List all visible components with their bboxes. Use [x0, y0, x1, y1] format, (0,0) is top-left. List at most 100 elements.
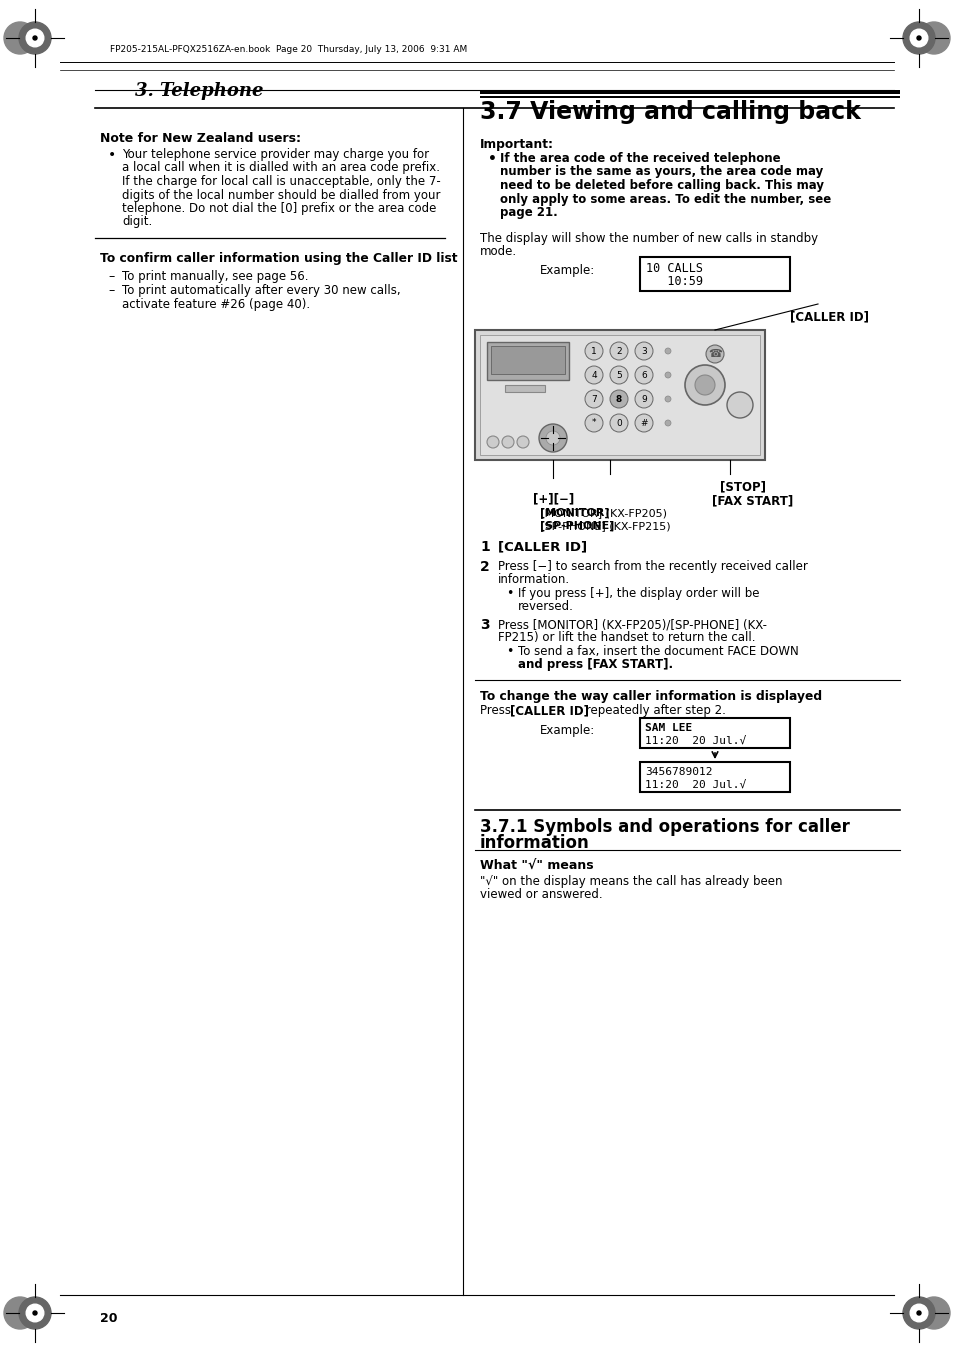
- Text: •: •: [505, 644, 513, 658]
- Circle shape: [705, 345, 723, 363]
- Circle shape: [584, 390, 602, 408]
- Circle shape: [664, 420, 670, 426]
- Text: 11:20  20 Jul.√: 11:20 20 Jul.√: [644, 780, 745, 790]
- Bar: [491, 346, 564, 374]
- Circle shape: [916, 1310, 920, 1315]
- Text: 1: 1: [479, 540, 489, 554]
- Text: 11:20  20 Jul.√: 11:20 20 Jul.√: [644, 736, 745, 746]
- Text: FP215) or lift the handset to return the call.: FP215) or lift the handset to return the…: [497, 631, 755, 644]
- Text: 3456789012: 3456789012: [644, 767, 712, 777]
- Text: number is the same as yours, the area code may: number is the same as yours, the area co…: [499, 166, 822, 178]
- Text: Example:: Example:: [539, 263, 595, 277]
- Circle shape: [517, 436, 529, 449]
- Circle shape: [635, 342, 652, 359]
- Circle shape: [19, 22, 51, 54]
- Bar: [475, 330, 764, 459]
- Text: [CALLER ID]: [CALLER ID]: [789, 309, 868, 323]
- Bar: [639, 762, 789, 792]
- Text: If the area code of the received telephone: If the area code of the received telepho…: [499, 153, 780, 165]
- Text: 2: 2: [479, 561, 489, 574]
- Circle shape: [609, 390, 627, 408]
- Circle shape: [664, 349, 670, 354]
- Text: mode.: mode.: [479, 245, 517, 258]
- Bar: [479, 91, 899, 95]
- Text: 3.7.1 Symbols and operations for caller: 3.7.1 Symbols and operations for caller: [479, 817, 849, 836]
- Text: need to be deleted before calling back. This may: need to be deleted before calling back. …: [499, 178, 823, 192]
- Circle shape: [4, 1297, 36, 1329]
- Text: 3: 3: [479, 617, 489, 632]
- Text: To change the way caller information is displayed: To change the way caller information is …: [479, 690, 821, 703]
- Text: 8: 8: [616, 394, 621, 404]
- Text: #: #: [639, 419, 647, 427]
- Text: information.: information.: [497, 573, 570, 586]
- Text: repeatedly after step 2.: repeatedly after step 2.: [581, 704, 725, 717]
- Text: [SP-PHONE]: [SP-PHONE]: [539, 521, 614, 531]
- Text: The display will show the number of new calls in standby: The display will show the number of new …: [479, 232, 818, 245]
- Bar: [479, 96, 899, 97]
- Bar: [479, 335, 760, 455]
- Text: [+][−]: [+][−]: [533, 492, 574, 505]
- Text: Note for New Zealand users:: Note for New Zealand users:: [100, 132, 301, 145]
- Circle shape: [486, 436, 498, 449]
- Text: 10:59: 10:59: [645, 276, 702, 288]
- Text: 1: 1: [591, 346, 597, 355]
- Circle shape: [635, 390, 652, 408]
- Text: Press: Press: [479, 704, 515, 717]
- Text: 6: 6: [640, 370, 646, 380]
- Circle shape: [917, 1297, 949, 1329]
- Circle shape: [902, 1297, 934, 1329]
- Text: If the charge for local call is unacceptable, only the 7-: If the charge for local call is unaccept…: [122, 176, 440, 188]
- Circle shape: [635, 366, 652, 384]
- Circle shape: [33, 1310, 37, 1315]
- Text: Example:: Example:: [539, 724, 595, 738]
- Text: [MONITOR] (KX-FP205): [MONITOR] (KX-FP205): [539, 508, 666, 517]
- Circle shape: [684, 365, 724, 405]
- Bar: [504, 385, 544, 392]
- Bar: [486, 342, 568, 380]
- Text: 3. Telephone: 3. Telephone: [135, 82, 263, 100]
- Circle shape: [664, 396, 670, 403]
- Text: only apply to some areas. To edit the number, see: only apply to some areas. To edit the nu…: [499, 192, 830, 205]
- Text: and press [FAX START].: and press [FAX START].: [517, 658, 673, 671]
- Circle shape: [584, 366, 602, 384]
- Text: 3.7 Viewing and calling back: 3.7 Viewing and calling back: [479, 100, 860, 124]
- Text: –: –: [108, 284, 114, 297]
- Text: [MONITOR]: [MONITOR]: [539, 508, 609, 519]
- Bar: [639, 717, 789, 748]
- Text: digit.: digit.: [122, 216, 152, 228]
- Text: Your telephone service provider may charge you for: Your telephone service provider may char…: [122, 149, 429, 161]
- Text: digits of the local number should be dialled from your: digits of the local number should be dia…: [122, 189, 440, 201]
- Circle shape: [501, 436, 514, 449]
- Circle shape: [26, 30, 44, 47]
- Text: viewed or answered.: viewed or answered.: [479, 888, 602, 901]
- Text: reversed.: reversed.: [517, 600, 574, 613]
- Text: [FAX START]: [FAX START]: [711, 494, 792, 507]
- Text: 3: 3: [640, 346, 646, 355]
- Text: SAM LEE: SAM LEE: [644, 723, 692, 734]
- Circle shape: [33, 36, 37, 41]
- Text: Important:: Important:: [479, 138, 554, 151]
- Text: To send a fax, insert the document FACE DOWN: To send a fax, insert the document FACE …: [517, 644, 798, 658]
- Text: What "√" means: What "√" means: [479, 861, 593, 873]
- Circle shape: [609, 366, 627, 384]
- Circle shape: [584, 413, 602, 432]
- Text: 5: 5: [616, 370, 621, 380]
- Circle shape: [609, 342, 627, 359]
- Text: 7: 7: [591, 394, 597, 404]
- Text: 2: 2: [616, 346, 621, 355]
- Circle shape: [545, 431, 559, 444]
- Text: *: *: [591, 419, 596, 427]
- Text: 20: 20: [100, 1312, 117, 1325]
- Circle shape: [4, 22, 36, 54]
- Text: 9: 9: [640, 394, 646, 404]
- Circle shape: [26, 1304, 44, 1321]
- Text: information: information: [479, 834, 589, 852]
- Circle shape: [538, 424, 566, 453]
- Text: 4: 4: [591, 370, 597, 380]
- Text: [SP-PHONE] (KX-FP215): [SP-PHONE] (KX-FP215): [539, 521, 670, 531]
- Text: Press [−] to search from the recently received caller: Press [−] to search from the recently re…: [497, 561, 807, 573]
- Circle shape: [695, 376, 714, 394]
- Text: ☎: ☎: [707, 349, 721, 359]
- Text: To print automatically after every 30 new calls,: To print automatically after every 30 ne…: [122, 284, 400, 297]
- Circle shape: [917, 22, 949, 54]
